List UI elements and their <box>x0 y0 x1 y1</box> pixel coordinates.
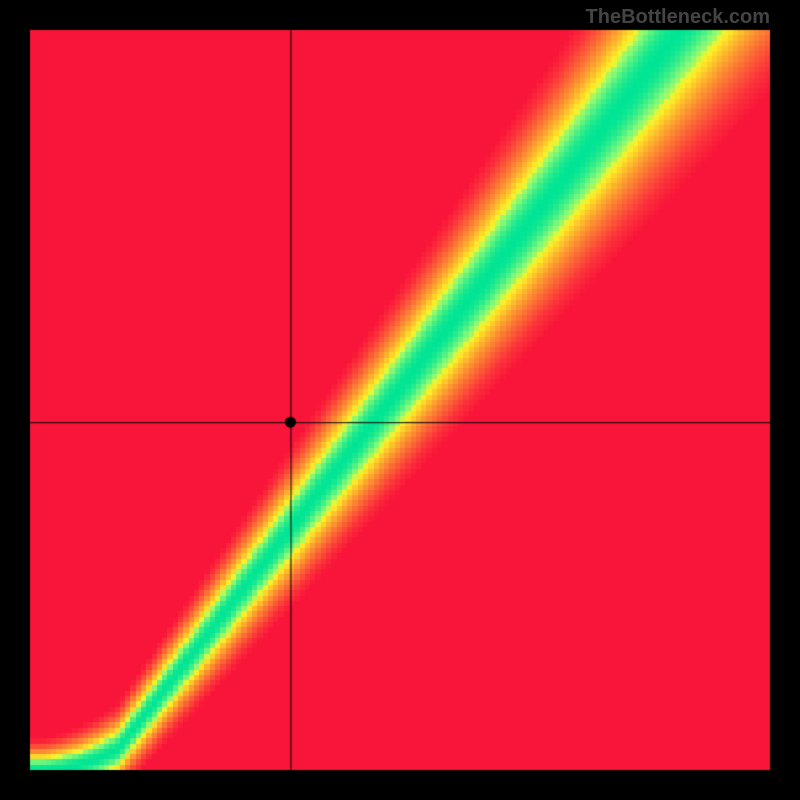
bottleneck-heatmap <box>0 0 800 800</box>
watermark-text: TheBottleneck.com <box>586 6 770 29</box>
